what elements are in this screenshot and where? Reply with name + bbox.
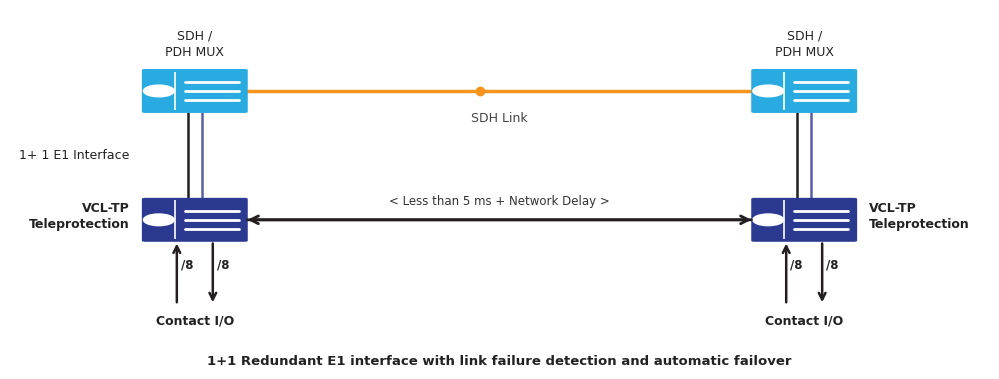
FancyBboxPatch shape (751, 69, 857, 113)
Text: Contact I/O: Contact I/O (156, 315, 234, 327)
Text: < Less than 5 ms + Network Delay >: < Less than 5 ms + Network Delay > (390, 196, 609, 208)
Circle shape (144, 214, 174, 226)
FancyBboxPatch shape (142, 198, 248, 242)
FancyBboxPatch shape (751, 198, 857, 242)
Text: VCL-TP
Teleprotection: VCL-TP Teleprotection (29, 202, 130, 230)
Text: Contact I/O: Contact I/O (765, 315, 843, 327)
Text: 1+ 1 E1 Interface: 1+ 1 E1 Interface (20, 149, 130, 162)
Text: /8: /8 (826, 259, 839, 272)
Text: SDH /
PDH MUX: SDH / PDH MUX (165, 30, 225, 59)
Circle shape (144, 85, 174, 97)
Text: SDH Link: SDH Link (472, 112, 527, 125)
Circle shape (753, 214, 783, 226)
Text: VCL-TP
Teleprotection: VCL-TP Teleprotection (869, 202, 970, 230)
Text: /8: /8 (217, 259, 230, 272)
Circle shape (753, 85, 783, 97)
Text: /8: /8 (790, 259, 803, 272)
Text: 1+1 Redundant E1 interface with link failure detection and automatic failover: 1+1 Redundant E1 interface with link fai… (207, 355, 792, 368)
FancyBboxPatch shape (142, 69, 248, 113)
Text: /8: /8 (181, 259, 194, 272)
Text: SDH /
PDH MUX: SDH / PDH MUX (774, 30, 834, 59)
